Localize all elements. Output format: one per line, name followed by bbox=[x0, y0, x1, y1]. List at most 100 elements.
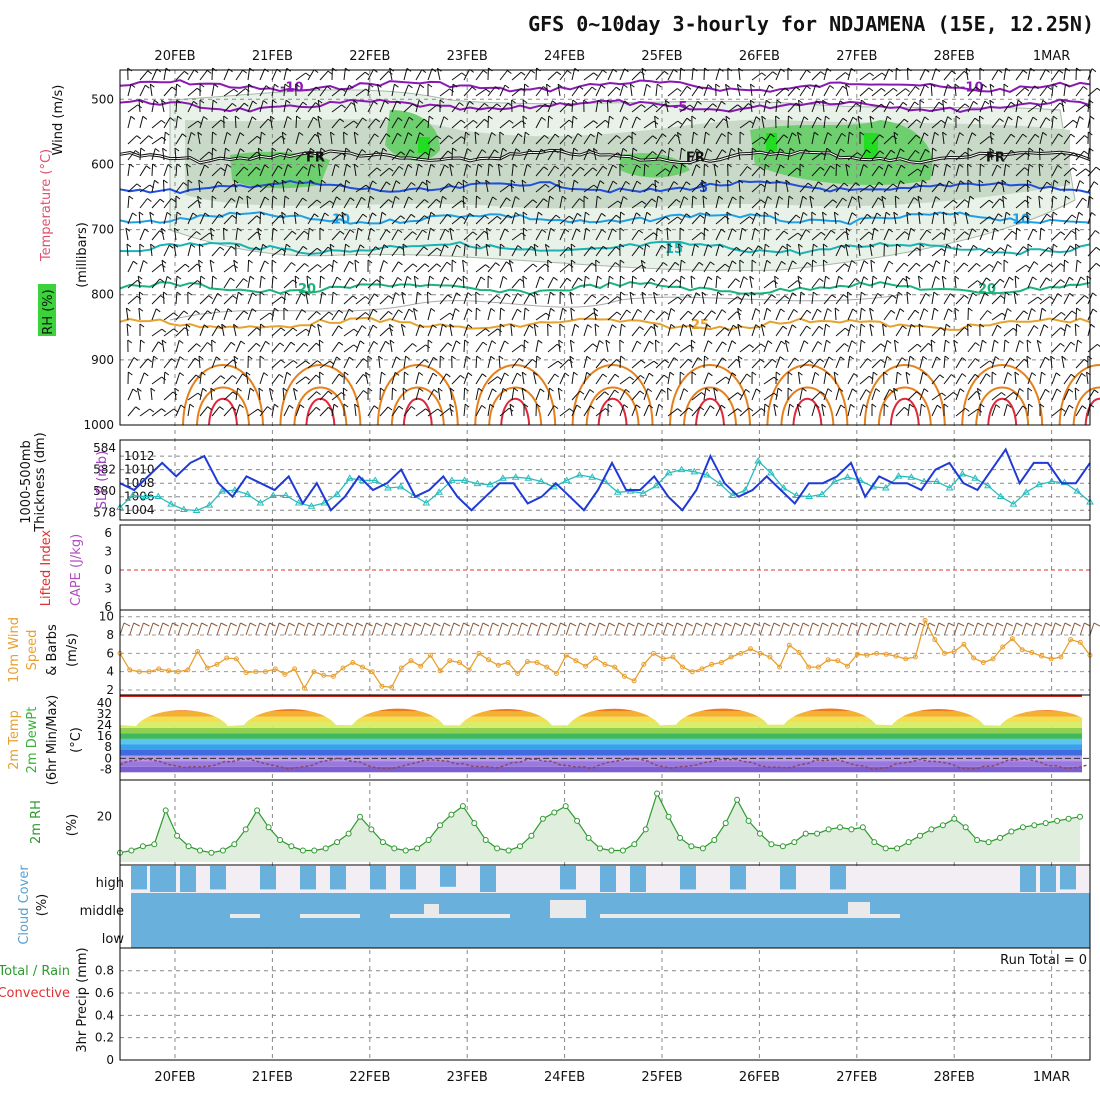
wind-barb bbox=[463, 213, 470, 225]
wind-barb-feather bbox=[564, 372, 570, 377]
wind-barb bbox=[943, 164, 948, 177]
wind10m-marker bbox=[1058, 654, 1064, 660]
wind-barb bbox=[187, 392, 199, 401]
wind-barb-feather bbox=[137, 387, 142, 392]
wind-barb-feather bbox=[436, 135, 442, 140]
wind-barb-feather bbox=[954, 83, 960, 88]
rh2m-marker bbox=[757, 830, 763, 837]
date-label-top: 28FEB bbox=[934, 49, 975, 64]
wind10m-barb-feather bbox=[560, 622, 567, 627]
rh2m-marker bbox=[722, 820, 729, 827]
wind-barb-feather bbox=[886, 355, 892, 360]
data-marker bbox=[294, 499, 303, 506]
wind-barb bbox=[354, 259, 357, 273]
wind-barb-feather bbox=[644, 163, 650, 168]
wind-barb-feather bbox=[975, 86, 981, 91]
wind-barb-feather bbox=[367, 387, 373, 392]
wind-barb bbox=[595, 84, 602, 97]
data-marker bbox=[728, 491, 737, 498]
wind-barb-feather bbox=[161, 259, 167, 264]
wind-barb bbox=[1075, 307, 1078, 321]
wind-barb-feather bbox=[313, 213, 319, 218]
wind-barb-feather bbox=[522, 99, 528, 104]
wind-barb bbox=[331, 309, 340, 321]
wind-barb bbox=[871, 181, 880, 193]
wind-barb bbox=[402, 243, 405, 257]
wind-barb bbox=[823, 116, 826, 129]
wind-barb bbox=[295, 342, 305, 353]
wind10m-tick: 6 bbox=[106, 646, 114, 660]
wind-barb-feather bbox=[868, 231, 874, 236]
wind-barb-feather bbox=[554, 133, 560, 138]
wind-barb bbox=[487, 196, 494, 209]
wind-barb bbox=[427, 291, 429, 305]
wind-barb bbox=[859, 404, 864, 417]
warm-contour bbox=[182, 364, 264, 426]
wind-barb-feather bbox=[413, 307, 418, 312]
wind-barb-feather bbox=[1022, 69, 1028, 74]
wind10m-marker bbox=[127, 667, 133, 673]
wind-barb bbox=[187, 280, 198, 289]
wind-barb-feather bbox=[260, 323, 265, 328]
wind-barb bbox=[559, 103, 569, 113]
wind-barb-feather bbox=[872, 371, 878, 376]
wind-barb-feather bbox=[701, 179, 706, 184]
warm-contour bbox=[987, 397, 1018, 426]
wind-barb bbox=[1087, 196, 1090, 209]
wind-barb-feather bbox=[1075, 227, 1080, 232]
wind-barb bbox=[1027, 104, 1038, 113]
wind-barb bbox=[283, 372, 288, 385]
wind-barb bbox=[835, 404, 842, 417]
wind-barb-feather bbox=[1024, 167, 1029, 172]
wind-barb bbox=[198, 243, 201, 257]
wind-barb-feather bbox=[354, 259, 360, 264]
wind-barb-feather bbox=[844, 72, 850, 76]
wind-barb bbox=[283, 100, 287, 113]
rh2m-marker bbox=[962, 824, 969, 831]
wind10m-marker bbox=[1029, 650, 1035, 655]
wind-barb-feather bbox=[918, 275, 923, 280]
wind-barb-feather bbox=[1075, 243, 1080, 248]
wind-barb-feather bbox=[636, 340, 642, 345]
wind-barb bbox=[403, 406, 412, 417]
wind-barb bbox=[499, 120, 510, 129]
wind-barb bbox=[307, 247, 318, 257]
wind-barb-feather bbox=[914, 309, 920, 314]
wind-barb bbox=[811, 132, 815, 145]
wind-barb bbox=[619, 309, 628, 321]
wind-barb bbox=[559, 228, 566, 241]
wind-barb bbox=[643, 151, 653, 161]
wind-barb bbox=[163, 117, 171, 129]
wind10m-marker bbox=[534, 660, 540, 665]
rh-shade-50 bbox=[230, 151, 330, 189]
wind-barb-feather bbox=[806, 261, 812, 266]
wind-barb bbox=[679, 196, 685, 209]
wind-barb bbox=[679, 181, 687, 193]
wind-barb bbox=[403, 276, 408, 289]
wind-barb-feather bbox=[1026, 339, 1032, 344]
wind-barb-feather bbox=[320, 147, 326, 152]
wind-barb-feather bbox=[1058, 133, 1063, 138]
wind-barb bbox=[475, 388, 479, 401]
warm-contour bbox=[208, 397, 238, 426]
wind-barb-feather bbox=[152, 163, 157, 168]
wind-barb-feather bbox=[737, 392, 742, 397]
wind-barb-feather bbox=[429, 275, 435, 280]
wind-barb-feather bbox=[354, 403, 359, 408]
wind-barb-feather bbox=[738, 179, 744, 184]
wind-barb-feather bbox=[691, 115, 697, 120]
wind-barb bbox=[125, 228, 129, 241]
wind-barb-feather bbox=[863, 164, 868, 168]
wind-barb bbox=[379, 117, 387, 129]
wind-barb-feather bbox=[304, 151, 310, 156]
wind-barb-feather bbox=[695, 292, 701, 297]
wind-barb bbox=[439, 408, 450, 417]
wind-barb bbox=[497, 164, 501, 177]
wind-barb-feather bbox=[435, 198, 441, 203]
wind-barb-feather bbox=[735, 246, 741, 251]
wind-barb-feather bbox=[909, 403, 914, 408]
wind-barb-feather bbox=[638, 245, 644, 250]
wind-barb bbox=[859, 231, 870, 241]
wind-barb-feather bbox=[543, 166, 549, 171]
wind-barb-feather bbox=[541, 117, 546, 121]
